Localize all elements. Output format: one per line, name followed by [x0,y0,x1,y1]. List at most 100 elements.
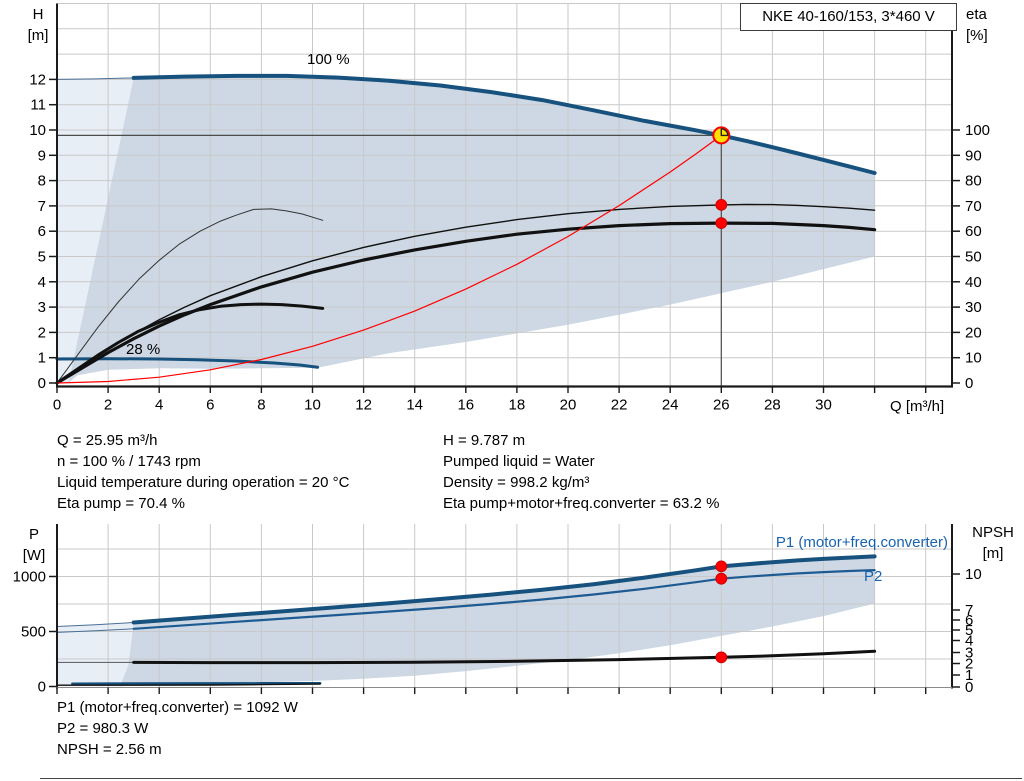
power-info: P1 (motor+freq.converter) = 1092 W P2 = … [57,697,298,760]
info-npsh: NPSH = 2.56 m [57,741,162,758]
y-right-tick-label: 1 [965,667,973,684]
info-pumped-liquid: Pumped liquid = Water [443,453,595,470]
npsh-axis-unit-line2: [m] [982,545,1004,562]
duty-dot-marker [715,651,728,664]
info-density: Density = 998.2 kg/m³ [443,474,590,491]
y-right-tick-label: 60 [965,223,982,240]
eta-total-28 [55,302,325,385]
x-tick-label: 30 [815,397,832,414]
power-envelope [120,556,875,687]
duty-info-left: Q = 25.95 m³/h n = 100 % / 1743 rpm Liqu… [57,430,349,514]
duty-info-right: H = 9.787 m Pumped liquid = Water Densit… [443,430,719,514]
p-axis-unit-line1: P [28,526,39,543]
x-tick-label: 0 [53,397,61,414]
y-left-tick-label: 500 [21,624,46,641]
y-right-tick-label: 10 [965,350,982,367]
x-tick-label: 6 [206,397,214,414]
pump-curve-100-ext [56,77,135,80]
x-tick-label: 20 [560,397,577,414]
y-right-tick-label: 50 [965,249,982,266]
p-axis-unit: P [W] [12,524,56,566]
y-right-tick-label: 30 [965,299,982,316]
info-eta-pump: Eta pump = 70.4 % [57,495,185,512]
info-p1: P1 (motor+freq.converter) = 1092 W [57,699,298,716]
y-left-tick-label: 11 [30,97,46,114]
y-left-tick-label: 10 [29,122,46,139]
y-right-tick-label: 3 [965,645,973,662]
eta-axis-unit: eta [%] [966,4,988,46]
duty-dot-marker [715,198,728,211]
x-tick-label: 14 [406,397,423,414]
info-q: Q = 25.95 m³/h [57,432,158,449]
eta-total-100 [55,221,877,385]
h-axis-unit: H [m] [16,4,60,46]
x-tick-label: 12 [355,397,372,414]
bottom-divider [40,778,1022,779]
p1-curve [131,554,877,625]
y-right-tick-label: 90 [965,147,982,164]
p2-curve-ext [56,628,135,633]
operating-envelope [68,75,875,384]
x-tick-label: 16 [457,397,474,414]
y-right-tick-label: 10 [965,566,982,583]
y-left-tick-label: 2 [38,324,46,341]
y-left-tick-label: 3 [38,299,46,316]
eta-axis-unit-line1: eta [966,6,987,23]
y-left-tick-label: 9 [38,147,46,164]
y-right-tick-label: 0 [965,375,973,392]
y-left-tick-label: 1 [38,350,46,367]
speed-28-label: 28 % [126,341,161,358]
duty-dot-marker [715,217,728,230]
x-tick-label: 28 [764,397,781,414]
y-right-tick-label: 0 [965,679,973,696]
info-liquid-temp: Liquid temperature during operation = 20… [57,474,350,491]
y-left-tick-label: 5 [38,249,46,266]
duty-point-quadrant-icon [720,128,729,137]
y-right-tick-label: 40 [965,274,982,291]
y-right-tick-label: 2 [965,656,973,673]
eta-pump-28 [56,208,324,384]
info-h: H = 9.787 m [443,432,526,449]
y-left-tick-label: 6 [38,223,46,240]
p-curve-28 [71,681,322,686]
x-tick-label: 22 [611,397,628,414]
y-right-tick-label: 4 [965,633,973,650]
info-p2: P2 = 980.3 W [57,720,149,737]
y-left-tick-label: 4 [38,274,46,291]
y-left-tick-label: 12 [29,71,46,88]
hq-chart: 0 2 4 6 8 10 12 14 16 18 20 22 24 26 28 300123456789101… [29,3,990,414]
y-right-tick-label: 5 [965,622,973,639]
p1-curve-ext [56,622,135,627]
h-axis-unit-line2: [m] [27,27,49,44]
power-envelope-light [57,622,134,687]
pump-curve-28 [55,357,320,369]
pump-title-box: NKE 40-160/153, 3*460 V [740,3,957,31]
p2-curve [132,569,876,630]
y-left-tick-label: 7 [38,198,46,215]
y-left-tick-label: 0 [38,679,46,696]
p-axis-unit-line2: [W] [22,547,46,564]
x-tick-label: 26 [713,397,730,414]
eta-axis-unit-line2: [%] [966,27,988,44]
y-right-tick-label: 6 [965,612,973,629]
x-tick-label: 2 [104,397,112,414]
duty-dot-marker [715,572,728,585]
y-right-tick-label: 100 [965,122,990,139]
y-right-tick-label: 20 [965,324,982,341]
duty-dot-marker [715,560,728,573]
x-tick-label: 8 [257,397,265,414]
x-tick-label: 4 [155,397,163,414]
x-tick-label: 24 [662,397,679,414]
npsh-curve-28 [56,683,321,686]
system-curve [56,134,722,384]
y-right-tick-label: 7 [965,602,973,619]
info-eta-total: Eta pump+motor+freq.converter = 63.2 % [443,495,720,512]
npsh-axis-unit-line1: NPSH [972,524,1014,541]
y-right-tick-label: 80 [965,173,982,190]
p1-curve-label: P1 (motor+freq.converter) [775,534,948,551]
speed-100-label: 100 % [307,51,350,68]
y-left-tick-label: 1000 [13,569,46,586]
